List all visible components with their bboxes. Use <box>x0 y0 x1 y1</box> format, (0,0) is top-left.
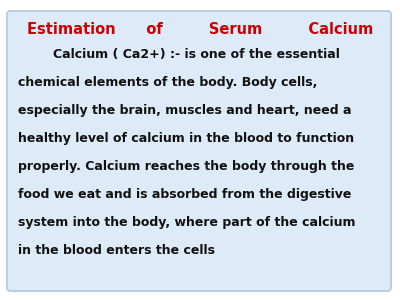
Text: Calcium ( Ca2+) :- is one of the essential: Calcium ( Ca2+) :- is one of the essenti… <box>18 48 340 61</box>
Text: system into the body, where part of the calcium: system into the body, where part of the … <box>18 216 356 229</box>
Text: healthy level of calcium in the blood to function: healthy level of calcium in the blood to… <box>18 132 354 145</box>
Text: properly. Calcium reaches the body through the: properly. Calcium reaches the body throu… <box>18 160 354 173</box>
Text: chemical elements of the body. Body cells,: chemical elements of the body. Body cell… <box>18 76 317 89</box>
Text: in the blood enters the cells: in the blood enters the cells <box>18 244 215 257</box>
Text: especially the brain, muscles and heart, need a: especially the brain, muscles and heart,… <box>18 104 352 117</box>
Text: food we eat and is absorbed from the digestive: food we eat and is absorbed from the dig… <box>18 188 351 201</box>
FancyBboxPatch shape <box>7 11 391 291</box>
Text: Estimation      of         Serum         Calcium: Estimation of Serum Calcium <box>27 22 373 37</box>
